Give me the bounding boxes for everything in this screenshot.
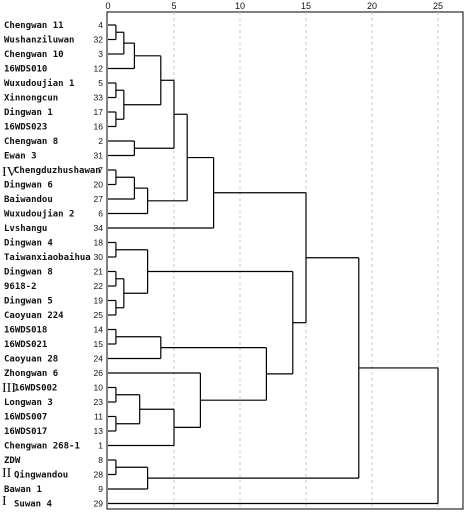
leaf-number: 16 [94, 122, 104, 132]
leaf-label: 16WDS007 [4, 413, 47, 423]
leaf-label: Longwan 3 [4, 398, 53, 408]
leaf-label: Qingwandou [14, 470, 68, 481]
leaf-number: 22 [94, 281, 104, 291]
leaf-label: Wuxudoujian 1 [4, 78, 74, 89]
leaf-number: 6 [98, 209, 103, 219]
leaf-number: 12 [94, 64, 104, 74]
leaf-label: Chengwan 11 [4, 21, 64, 31]
axis-tick-label: 0 [105, 1, 110, 11]
leaf-number: 33 [94, 93, 104, 103]
leaf-label: Dingwan 8 [4, 267, 53, 278]
group-label: I [2, 494, 7, 509]
leaf-label: 16WDS021 [4, 340, 47, 350]
axis-tick-label: 15 [301, 1, 311, 11]
leaf-number: 1 [98, 441, 103, 451]
leaf-number: 13 [94, 426, 104, 436]
axis-tick-label: 5 [171, 1, 176, 11]
leaf-label: Lvshangu [4, 224, 47, 234]
leaf-label: Baiwandou [4, 194, 53, 205]
leaf-number: 25 [94, 310, 104, 320]
leaf-label: 16WDS017 [4, 427, 47, 437]
leaf-label: Bawan 1 [4, 485, 42, 495]
leaf-number: 34 [94, 223, 104, 233]
leaf-label: Chengwan 268-1 [4, 442, 80, 452]
leaf-number: 29 [94, 499, 104, 509]
leaf-number: 28 [94, 470, 104, 480]
leaf-number: 18 [94, 238, 104, 248]
axis-tick-label: 10 [235, 1, 245, 11]
leaf-number: 2 [98, 136, 103, 146]
leaf-label: Dingwan 4 [4, 238, 53, 249]
leaf-label: Xinnongcun [4, 93, 58, 104]
leaf-number: 26 [94, 368, 104, 378]
leaf-label: Dingwan 1 [4, 107, 53, 118]
leaf-number: 15 [94, 339, 104, 349]
leaf-number: 10 [94, 383, 104, 393]
group-label: III [2, 381, 16, 396]
leaf-label: Zhongwan 6 [4, 369, 58, 379]
leaf-number: 14 [94, 325, 104, 335]
leaf-number: 24 [94, 354, 104, 364]
leaf-label: Wushanziluwan [4, 35, 74, 46]
leaf-label: Caoyuan 224 [4, 311, 64, 321]
leaf-number: 8 [98, 455, 103, 465]
leaf-number: 3 [98, 49, 103, 59]
leaf-label: 16WDS023 [4, 123, 47, 133]
leaf-number: 9 [98, 484, 103, 494]
axis-tick-label: 20 [367, 1, 377, 11]
leaf-label: Chengwan 8 [4, 137, 58, 147]
leaf-label: 16WDS002 [14, 384, 57, 394]
axis-tick-label: 25 [433, 1, 443, 11]
leaf-label: Caoyuan 28 [4, 355, 58, 365]
leaf-label: 16WDS010 [4, 65, 47, 75]
leaf-number: 20 [94, 180, 104, 190]
leaf-label: Ewan 3 [4, 152, 37, 162]
leaf-label: Suwan 4 [14, 500, 53, 510]
leaf-number: 21 [94, 267, 104, 277]
group-label: II [2, 466, 12, 481]
leaf-label: ZDW [4, 456, 21, 466]
leaf-number: 27 [94, 194, 104, 204]
leaf-label: Chengduzhushawan [14, 166, 101, 176]
leaf-label: Taiwanxiaobaihua [4, 252, 91, 263]
leaf-label: 16WDS018 [4, 326, 47, 336]
leaf-number: 19 [94, 296, 104, 306]
leaf-number: 31 [94, 151, 104, 161]
leaf-label: Dingwan 6 [4, 180, 53, 191]
leaf-number: 30 [94, 252, 104, 262]
leaf-number: 23 [94, 397, 104, 407]
leaf-label: Dingwan 5 [4, 296, 53, 307]
leaf-number: 7 [98, 165, 103, 175]
leaf-label: Wuxudoujian 2 [4, 209, 74, 220]
leaf-number: 17 [94, 107, 104, 117]
leaf-number: 32 [94, 35, 104, 45]
leaf-number: 4 [98, 20, 103, 30]
leaf-label: Chengwan 10 [4, 50, 64, 60]
leaf-number: 5 [98, 78, 103, 88]
group-label: IV [2, 165, 17, 180]
leaf-number: 11 [94, 412, 103, 422]
leaf-label: 9618-2 [4, 282, 37, 292]
plot-frame [106, 11, 464, 510]
